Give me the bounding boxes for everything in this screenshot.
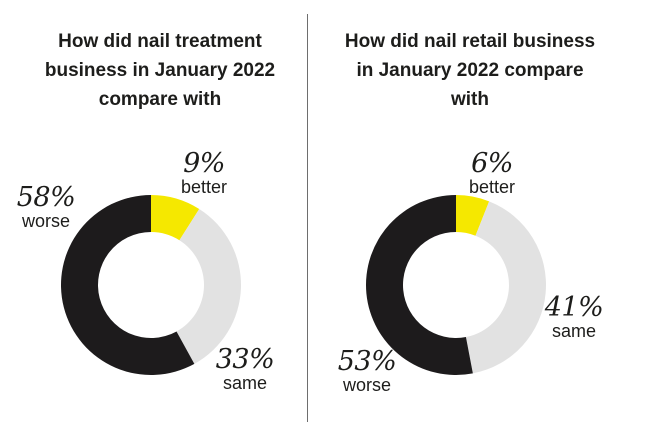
donut-chart-left <box>61 195 241 375</box>
slice-label-better-left: 9% better <box>174 150 234 196</box>
donut-slice-same <box>465 201 546 374</box>
slice-label-better-right: 6% better <box>460 150 524 196</box>
donut-slice-better <box>456 195 490 236</box>
slice-value-label: 58% <box>16 182 76 213</box>
slice-category-label: worse <box>342 375 391 395</box>
slice-value-label: 41% <box>544 292 604 323</box>
donut-slice-same <box>176 209 241 364</box>
chart-title-right: How did nail retail business in January … <box>344 31 596 110</box>
slice-category-label: same <box>551 321 596 341</box>
chart-title-left: How did nail treatment business in Janua… <box>44 31 276 110</box>
slice-value-label: 53% <box>337 346 397 377</box>
donut-slice-worse <box>366 195 473 375</box>
slice-label-worse-left: 58% worse <box>14 184 78 230</box>
donut-slice-worse <box>61 195 195 375</box>
slice-category-label: better <box>468 177 516 197</box>
donut-chart-right <box>366 195 546 375</box>
slice-label-same-left: 33% same <box>212 346 278 392</box>
panel-divider <box>307 14 308 422</box>
donut-slice-better <box>151 195 200 241</box>
slice-value-label: 33% <box>215 344 275 375</box>
slice-category-label: better <box>180 177 228 197</box>
slice-category-label: same <box>222 373 267 393</box>
slice-value-label: 6% <box>471 148 513 179</box>
slice-category-label: worse <box>21 211 70 231</box>
slice-value-label: 9% <box>183 148 225 179</box>
slice-label-same-right: 41% same <box>541 294 607 340</box>
slice-label-worse-right: 53% worse <box>334 348 400 394</box>
